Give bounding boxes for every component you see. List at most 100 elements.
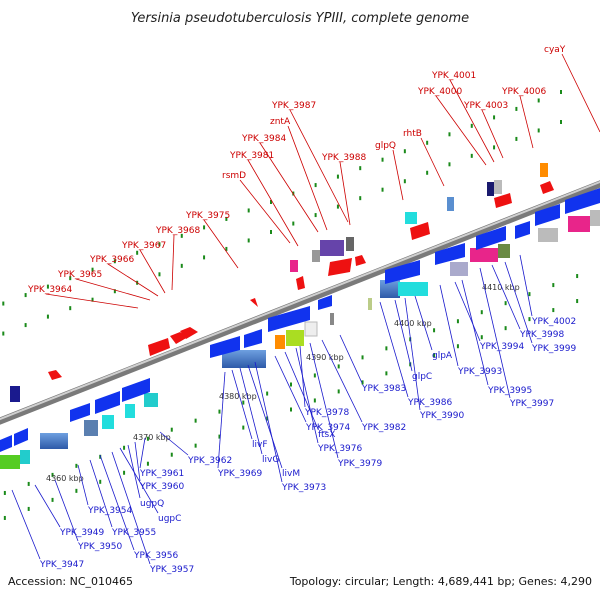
gene-label-reverse[interactable]: YPK_3983 (361, 384, 406, 394)
gene-block[interactable] (84, 420, 98, 436)
gene-label-forward[interactable]: YPK_4001 (431, 71, 476, 81)
gene-label-reverse[interactable]: YPK_3962 (187, 456, 232, 466)
gene-label-reverse[interactable]: YPK_3954 (87, 506, 133, 516)
gene-label-forward[interactable]: cyaY (544, 45, 566, 55)
gene-arrow-forward[interactable] (410, 222, 430, 240)
gene-label-forward[interactable]: YPK_3988 (321, 153, 367, 163)
gene-block[interactable] (538, 228, 558, 242)
gene-block[interactable] (275, 335, 285, 349)
gene-label-reverse[interactable]: YPK_3993 (457, 367, 502, 377)
gene-arrow-reverse[interactable] (70, 403, 90, 422)
gene-label-reverse[interactable]: YPK_3999 (531, 344, 577, 354)
gene-label-forward[interactable]: YPK_4006 (501, 87, 547, 97)
gene-block[interactable] (102, 415, 114, 429)
gene-arrow-forward[interactable] (494, 193, 512, 208)
gene-arrow-reverse[interactable] (14, 428, 28, 446)
gene-label-reverse[interactable]: glpA (432, 351, 453, 361)
gene-block[interactable] (320, 240, 344, 256)
gene-label-reverse[interactable]: YPK_3998 (519, 330, 565, 340)
gene-arrow-reverse[interactable] (210, 336, 240, 358)
gene-label-forward[interactable]: YPK_3984 (241, 134, 287, 144)
gene-label-forward[interactable]: rhtB (403, 129, 422, 139)
gene-label-forward[interactable]: YPK_3981 (229, 151, 274, 161)
gene-label-reverse[interactable]: YPK_3955 (111, 528, 156, 538)
gene-block[interactable] (568, 216, 590, 232)
gene-label-reverse[interactable]: YPK_3956 (133, 551, 179, 561)
gene-label-forward[interactable]: YPK_3975 (185, 211, 230, 221)
gene-block[interactable] (405, 212, 417, 224)
gene-label-reverse[interactable]: YPK_3961 (139, 469, 184, 479)
gene-label-forward[interactable]: YPK_3967 (121, 241, 166, 251)
gene-label-forward[interactable]: YPK_3964 (27, 285, 73, 295)
gene-block[interactable] (450, 262, 468, 276)
gene-block[interactable] (286, 330, 304, 346)
gene-block[interactable] (312, 250, 320, 262)
gene-label-reverse[interactable]: ugpC (158, 514, 181, 524)
gene-label-reverse[interactable]: YPK_3994 (479, 342, 525, 352)
gene-block[interactable] (447, 197, 454, 211)
gene-label-forward[interactable]: YPK_3968 (155, 226, 201, 236)
gene-arrow-reverse[interactable] (476, 226, 506, 250)
gene-label-forward[interactable]: YPK_4000 (417, 87, 463, 97)
gene-label-reverse[interactable]: YPK_4002 (531, 317, 576, 327)
gene-label-forward[interactable]: YPK_3966 (89, 255, 135, 265)
gene-label-reverse[interactable]: YPK_3949 (59, 528, 105, 538)
gene-label-reverse[interactable]: livG (262, 455, 279, 465)
gene-label-reverse[interactable]: YPK_3986 (407, 398, 453, 408)
gene-arrow-reverse[interactable] (0, 435, 12, 452)
gene-block[interactable] (498, 244, 510, 258)
gene-arrow-reverse[interactable] (95, 391, 120, 414)
gene-block[interactable] (346, 237, 354, 251)
gene-label-reverse[interactable]: glpC (412, 372, 432, 382)
gene-block[interactable] (40, 433, 68, 449)
gene-block[interactable] (20, 450, 30, 464)
gene-arrow-reverse[interactable] (244, 329, 262, 348)
gene-label-reverse[interactable]: YPK_3995 (487, 386, 532, 396)
gene-block[interactable] (330, 313, 334, 325)
gene-arrow-reverse[interactable] (435, 243, 465, 265)
gene-arrow-reverse[interactable] (385, 260, 420, 284)
gene-arrow-reverse[interactable] (268, 306, 310, 332)
gene-arrow-reverse[interactable] (565, 188, 600, 214)
gene-label-reverse[interactable]: YPK_3976 (317, 444, 363, 454)
gene-block[interactable] (590, 210, 600, 226)
gene-label-reverse[interactable]: YPK_3957 (149, 565, 194, 575)
gene-label-forward[interactable]: YPK_4003 (463, 101, 508, 111)
gene-block[interactable] (368, 298, 372, 310)
gene-label-forward[interactable]: YPK_3987 (271, 101, 316, 111)
gene-label-reverse[interactable]: YPK_3979 (337, 459, 383, 469)
gene-label-reverse[interactable]: YPK_3947 (39, 560, 84, 570)
gene-block[interactable] (144, 393, 158, 407)
gene-label-forward[interactable]: zntA (270, 117, 291, 127)
gene-arrow-reverse[interactable] (515, 221, 530, 239)
gene-arrow-forward[interactable] (296, 276, 305, 290)
gene-arrow-forward[interactable] (328, 258, 352, 276)
gene-arrow-forward[interactable] (148, 338, 170, 356)
gene-block[interactable] (125, 404, 135, 418)
gene-label-reverse[interactable]: ftsX (318, 430, 335, 440)
gene-arrow-forward[interactable] (355, 255, 366, 266)
gene-arrow-forward[interactable] (180, 327, 198, 339)
gene-block[interactable] (470, 248, 498, 262)
gene-label-reverse[interactable]: YPK_3990 (419, 411, 465, 421)
gene-block[interactable] (380, 280, 400, 298)
gene-label-reverse[interactable]: ugpQ (140, 499, 164, 509)
gene-block[interactable] (487, 182, 494, 196)
gene-arrow-forward[interactable] (540, 181, 554, 194)
gene-label-reverse[interactable]: YPK_3997 (509, 399, 554, 409)
gene-arrow-reverse[interactable] (535, 204, 560, 226)
gene-label-forward[interactable]: YPK_3965 (57, 270, 102, 280)
gene-label-forward[interactable]: glpQ (375, 141, 396, 151)
gene-label-reverse[interactable]: YPK_3950 (77, 542, 123, 552)
gene-block[interactable] (304, 321, 318, 337)
gene-label-reverse[interactable]: YPK_3973 (281, 483, 326, 493)
gene-block[interactable] (290, 260, 298, 272)
gene-label-reverse[interactable]: YPK_3982 (361, 423, 406, 433)
gene-label-reverse[interactable]: YPK_3974 (305, 423, 351, 433)
gene-block[interactable] (0, 455, 20, 469)
gene-arrow-reverse[interactable] (122, 378, 150, 402)
gene-block[interactable] (398, 282, 428, 296)
gene-block[interactable] (494, 180, 502, 194)
gene-label-reverse[interactable]: YPK_3969 (217, 469, 263, 479)
gene-label-reverse[interactable]: livM (282, 469, 300, 479)
